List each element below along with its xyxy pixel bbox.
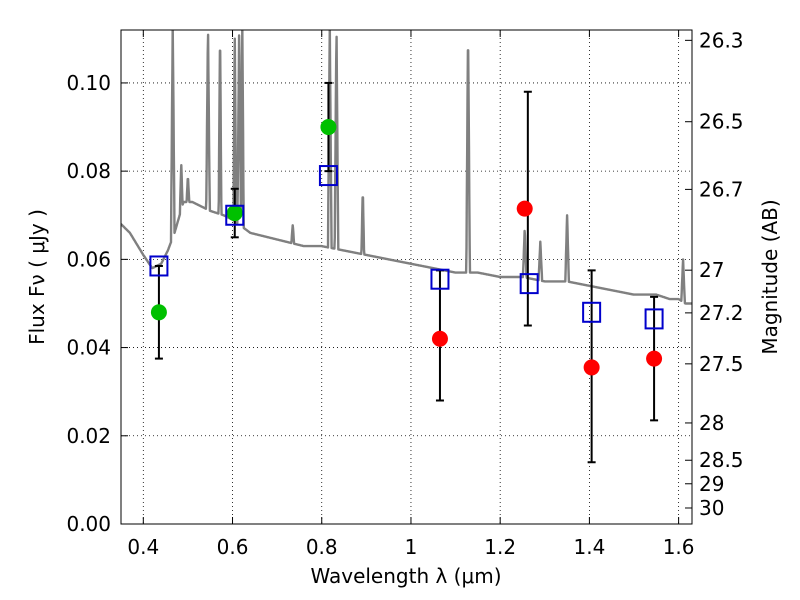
magnitude-tick-label: 27 [699, 258, 724, 282]
magnitude-tick-label: 27.2 [699, 301, 744, 325]
y-tick-label: 0.00 [66, 512, 111, 536]
x-axis-ticks: 0.4 0.6 0.8 1 1.2 1.4 1.6 [127, 30, 695, 559]
y-axis-ticks: 0.00 0.02 0.04 0.06 0.08 0.10 [66, 71, 128, 536]
y-tick-label: 0.06 [66, 247, 111, 271]
magnitude-tick-label: 28 [699, 411, 724, 435]
red-point [646, 350, 663, 367]
x-tick-label: 1.4 [573, 535, 605, 559]
y-tick-label: 0.08 [66, 159, 111, 183]
y-tick-label: 0.10 [66, 71, 111, 95]
magnitude-tick-label: 26.5 [699, 110, 744, 134]
y-axis-label: Flux Fν ( μJy ) [25, 209, 49, 345]
model-photometry-square [225, 204, 245, 226]
magnitude-tick-label: 27.5 [699, 352, 744, 376]
magnitude-tick-label: 26.7 [699, 177, 744, 201]
x-tick-label: 0.8 [306, 535, 338, 559]
magnitude-tick-label: 29 [699, 472, 724, 496]
x-tick-label: 0.6 [217, 535, 249, 559]
x-tick-label: 1 [405, 535, 418, 559]
red-point [516, 200, 533, 217]
model-photometry-square [519, 273, 539, 295]
model-photometry-square [430, 268, 450, 290]
green-point [320, 119, 337, 136]
magnitude-tick-label: 28.5 [699, 448, 744, 472]
x-tick-label: 0.4 [127, 535, 159, 559]
model-spectrum-line [121, 30, 692, 305]
red-point [431, 330, 448, 347]
model-photometry-square [582, 301, 602, 323]
model-photometry-square [318, 165, 338, 187]
x-tick-label: 1.2 [484, 535, 516, 559]
model-photometry-square [149, 255, 169, 277]
green-point [150, 304, 167, 321]
x-axis-label: Wavelength λ (μm) [310, 564, 501, 588]
y-tick-label: 0.02 [66, 424, 111, 448]
red-point [583, 359, 600, 376]
magnitude-tick-label: 26.3 [699, 28, 744, 52]
plot-frame [120, 29, 693, 525]
magnitude-axis-label: Magnitude (AB) [758, 199, 782, 354]
data-markers [149, 119, 664, 376]
green-point [226, 205, 243, 222]
x-tick-label: 1.6 [663, 535, 695, 559]
magnitude-tick-label: 30 [699, 496, 724, 520]
model-photometry-square [644, 308, 664, 330]
y-tick-label: 0.04 [66, 336, 111, 360]
model-spectrum [121, 30, 692, 305]
